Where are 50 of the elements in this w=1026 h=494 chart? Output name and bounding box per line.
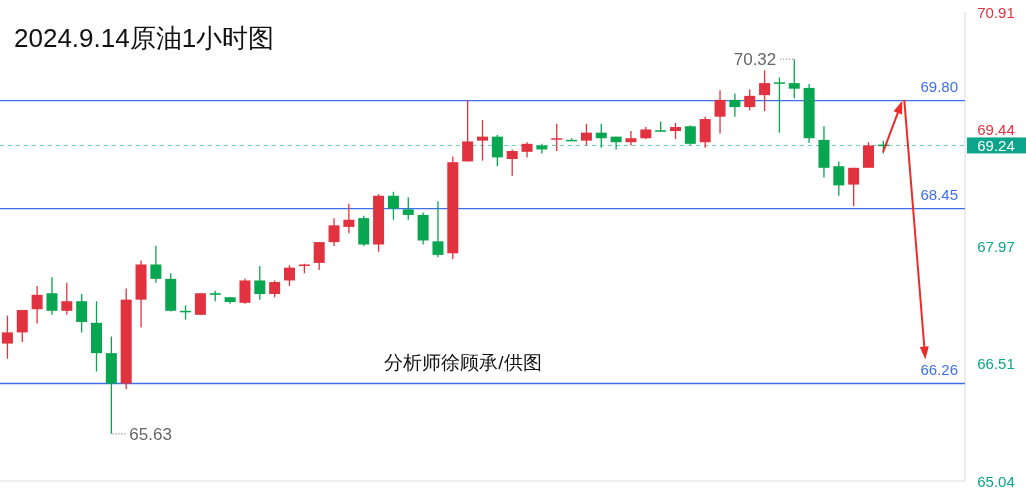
candlestick [625, 130, 637, 147]
candlestick [432, 200, 444, 258]
candlestick [788, 58, 800, 99]
annotation: 70.32 [733, 50, 777, 70]
candlestick [61, 282, 73, 316]
extreme-label: 70.32 [733, 50, 794, 70]
candlestick [239, 278, 251, 305]
candlestick [684, 124, 696, 146]
y-tick-label: 67.97 [977, 238, 1015, 256]
y-tick-label: 65.04 [977, 472, 1015, 490]
candlestick [16, 309, 28, 343]
candlestick [462, 99, 474, 163]
candlestick [150, 245, 162, 284]
candlestick [699, 116, 711, 149]
candlestick [729, 92, 741, 118]
candlestick [402, 196, 414, 221]
candlestick [1, 314, 13, 360]
extreme-label: 65.63 [111, 424, 172, 444]
y-tick-label: 66.51 [977, 355, 1015, 373]
candlestick [551, 123, 563, 152]
candlestick [387, 191, 399, 221]
candlestick [759, 69, 771, 112]
candlestick [477, 119, 488, 162]
candlestick [863, 141, 874, 169]
ref-line-label: 68.45 [920, 185, 958, 203]
candlestick [491, 134, 503, 167]
text: 2024.9.14原油1小时图 [14, 23, 275, 53]
candlestick [848, 167, 860, 207]
ref-line-label: 66.26 [920, 360, 958, 378]
candlestick [506, 148, 518, 177]
candlestick [284, 264, 295, 287]
candlestick [31, 285, 43, 325]
candlestick [46, 276, 58, 316]
annotation: 65.63 [129, 424, 172, 444]
candlestick [744, 88, 756, 111]
candlestick [773, 76, 785, 134]
y-tick-label: 69.44 [977, 120, 1015, 138]
candlestick [194, 292, 206, 316]
candlestick [313, 241, 325, 271]
candlestick [76, 293, 88, 334]
candlestick [254, 265, 266, 301]
y-tick-label: 70.91 [977, 3, 1015, 21]
ref-line-label: 69.80 [920, 77, 958, 95]
ref-line-label: 69.24 [977, 136, 1015, 154]
candlestick [714, 89, 726, 135]
annotation: 分析师徐顾承/供图 [384, 352, 542, 373]
candlestick [343, 203, 355, 234]
candlestick [328, 217, 340, 247]
candlestick [833, 160, 845, 197]
candlestick [580, 123, 592, 147]
